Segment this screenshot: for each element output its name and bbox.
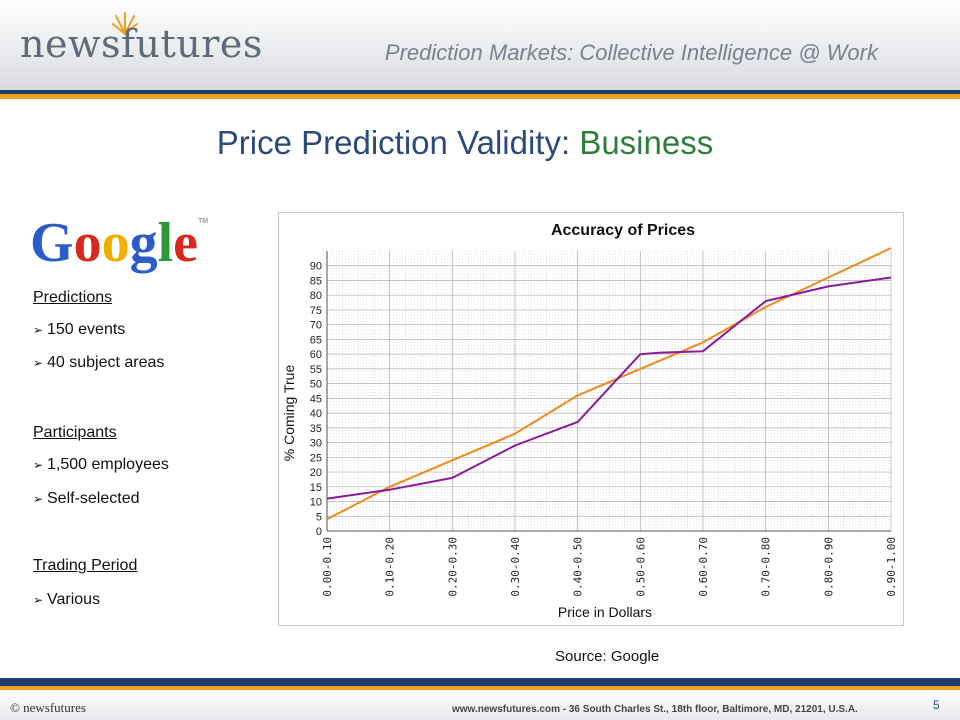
y-tick-label: 25 bbox=[310, 452, 322, 464]
x-tick-label: 0.70-0.80 bbox=[760, 537, 773, 597]
header-rule bbox=[0, 90, 960, 94]
arrow-bullet-icon: ➢ bbox=[33, 458, 44, 472]
svg-text:TM: TM bbox=[198, 218, 208, 225]
x-tick-label: 0.10-0.20 bbox=[384, 537, 397, 597]
brand-logo[interactable]: newsfutures bbox=[20, 22, 263, 66]
x-tick-label: 0.00-0.10 bbox=[321, 537, 334, 597]
x-tick-label: 0.40-0.50 bbox=[572, 537, 585, 597]
series-line-purple bbox=[326, 276, 892, 500]
sun-logo-icon bbox=[112, 12, 138, 35]
chart-gridlines bbox=[326, 250, 892, 532]
y-tick-label: 15 bbox=[310, 482, 322, 494]
y-tick-label: 50 bbox=[310, 379, 322, 391]
footer-address[interactable]: www.newsfutures.com - 36 South Charles S… bbox=[452, 704, 858, 715]
arrow-bullet-icon: ➢ bbox=[33, 492, 44, 506]
series-line-orange bbox=[326, 247, 892, 521]
y-tick-label: 10 bbox=[310, 497, 322, 509]
chart-series bbox=[326, 247, 892, 521]
y-tick-label: 65 bbox=[310, 334, 322, 346]
y-tick-label: 80 bbox=[310, 290, 322, 302]
y-tick-label: 60 bbox=[310, 349, 322, 361]
chart-axes bbox=[326, 251, 891, 532]
y-tick-label: 30 bbox=[310, 438, 322, 450]
y-tick-label: 45 bbox=[310, 393, 322, 405]
footer-rule-accent bbox=[0, 686, 960, 690]
chart-title: Accuracy of Prices bbox=[551, 222, 695, 239]
footer-rule bbox=[0, 678, 960, 686]
participants-heading: Participants bbox=[33, 424, 117, 441]
x-tick-label: 0.80-0.90 bbox=[822, 537, 835, 597]
chart-y-ticks: 0 5 10 15 20 25 30 35 40 45 50 55 60 65 70 75 80 85 90 bbox=[310, 261, 322, 538]
x-tick-label: 0.60-0.70 bbox=[697, 537, 710, 597]
y-tick-label: 35 bbox=[310, 423, 322, 435]
arrow-bullet-icon: ➢ bbox=[33, 356, 44, 370]
y-tick-label: 90 bbox=[310, 261, 322, 273]
y-tick-label: 75 bbox=[310, 305, 322, 317]
x-tick-label: 0.20-0.30 bbox=[446, 537, 459, 597]
chart-panel: Accuracy of Prices % Coming True Price i… bbox=[278, 212, 904, 626]
page-title: Price Prediction Validity: Business bbox=[0, 124, 930, 162]
copyright-text: © newsfutures bbox=[10, 700, 86, 715]
footer-band bbox=[0, 690, 960, 720]
predictions-item: ➢ 150 events bbox=[33, 321, 126, 338]
y-tick-label: 40 bbox=[310, 408, 322, 420]
y-tick-label: 85 bbox=[310, 275, 322, 287]
predictions-heading: Predictions bbox=[33, 289, 113, 306]
google-logo-text: Google bbox=[30, 212, 198, 274]
title-main: Price Prediction Validity: bbox=[216, 124, 580, 161]
participants-item: ➢ 1,500 employees bbox=[33, 456, 169, 473]
header-tagline: Prediction Markets: Collective Intellige… bbox=[384, 40, 878, 65]
trading-period-heading: Trading Period bbox=[33, 557, 138, 574]
predictions-item: ➢ 40 subject areas bbox=[33, 354, 165, 371]
source-note: Source: Google bbox=[555, 648, 660, 665]
x-tick-label: 0.30-0.40 bbox=[509, 537, 522, 597]
x-tick-label: 0.50-0.60 bbox=[634, 537, 647, 597]
arrow-bullet-icon: ➢ bbox=[33, 593, 44, 607]
header-rule-accent bbox=[0, 94, 960, 99]
arrow-bullet-icon: ➢ bbox=[33, 323, 44, 337]
chart-x-axis-label: Price in Dollars bbox=[558, 604, 652, 620]
y-tick-label: 0 bbox=[316, 526, 322, 538]
chart-y-axis-label: % Coming True bbox=[281, 365, 297, 462]
y-tick-label: 20 bbox=[310, 467, 322, 479]
trading-period-item: ➢ Various bbox=[33, 591, 101, 608]
x-tick-label: 0.90-1.00 bbox=[885, 537, 898, 597]
header-band bbox=[0, 0, 960, 92]
page-number: 5 bbox=[933, 698, 940, 712]
title-accent: Business bbox=[579, 124, 714, 161]
participants-item: ➢ Self-selected bbox=[33, 490, 140, 507]
google-logo-icon: Google TM bbox=[30, 212, 208, 274]
y-tick-label: 70 bbox=[310, 320, 322, 332]
y-tick-label: 5 bbox=[316, 511, 322, 523]
chart-x-ticks: 0.00-0.10 0.10-0.20 0.20-0.30 0.30-0.40 0.40… bbox=[321, 537, 898, 597]
y-tick-label: 55 bbox=[310, 364, 322, 376]
accuracy-chart: Accuracy of Prices % Coming True Price i… bbox=[281, 222, 898, 620]
